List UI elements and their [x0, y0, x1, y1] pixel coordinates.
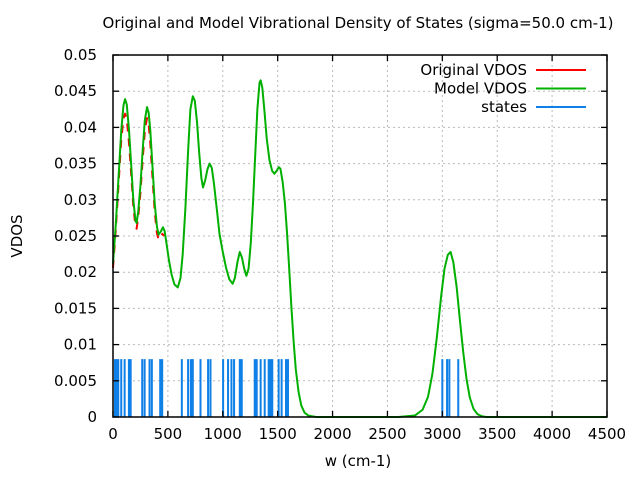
x-axis-label: w (cm-1): [324, 452, 392, 470]
legend-label: states: [481, 98, 527, 116]
x-tick-label: 2000: [313, 425, 351, 443]
y-tick-label: 0.035: [54, 155, 97, 173]
series-original-vdos: [112, 112, 165, 268]
chart-title: Original and Model Vibrational Density o…: [102, 14, 614, 32]
series-states: [113, 359, 460, 417]
y-tick-label: 0.04: [64, 118, 97, 136]
x-tick-label: 4000: [533, 425, 571, 443]
x-tick-label: 2500: [368, 425, 406, 443]
y-tick-label: 0: [87, 408, 97, 426]
x-tick-label: 500: [154, 425, 183, 443]
x-tick-label: 3500: [478, 425, 516, 443]
x-tick-label: 0: [108, 425, 118, 443]
y-tick-label: 0.03: [64, 191, 97, 209]
y-tick-label: 0.005: [54, 372, 97, 390]
y-tick-label: 0.045: [54, 82, 97, 100]
y-tick-label: 0.02: [64, 263, 97, 281]
x-tick-label: 3000: [423, 425, 461, 443]
series-model-vdos: [112, 79, 607, 418]
x-tick-label: 4500: [588, 425, 626, 443]
y-tick-label: 0.01: [64, 336, 97, 354]
legend-label: Model VDOS: [434, 80, 527, 98]
legend-label: Original VDOS: [420, 61, 527, 79]
y-tick-label: 0.025: [54, 227, 97, 245]
x-tick-label: 1000: [204, 425, 242, 443]
y-tick-label: 0.05: [64, 46, 97, 64]
x-tick-label: 1500: [259, 425, 297, 443]
y-tick-label: 0.015: [54, 299, 97, 317]
